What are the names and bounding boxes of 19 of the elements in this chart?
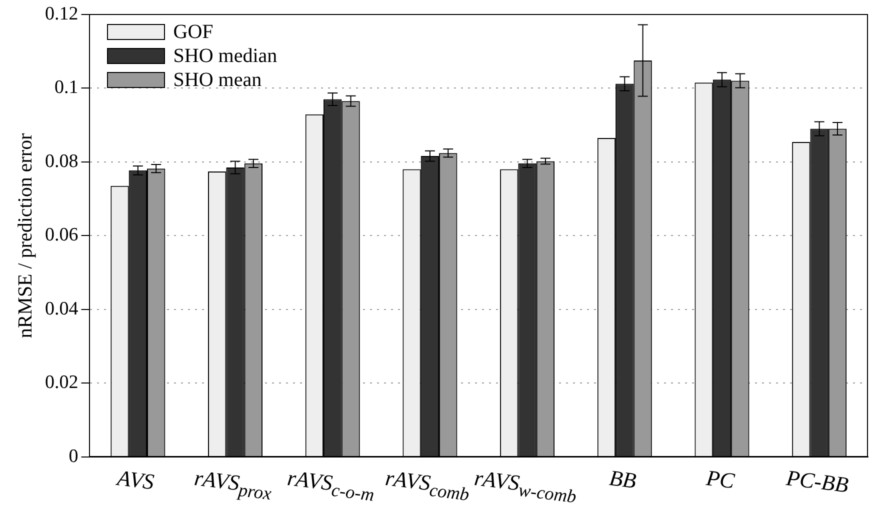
y-tick-label: 0.12 <box>45 3 78 24</box>
legend-label: GOF <box>173 20 214 44</box>
legend-label: SHO mean <box>173 68 262 92</box>
x-tick-label: rAVS$_{prox}$ <box>192 465 274 505</box>
x-tick-label: rAVS$_{w-comb}$ <box>472 465 578 508</box>
legend-label: SHO median <box>173 44 278 68</box>
y-tick-label: 0.08 <box>45 150 78 172</box>
y-axis-title: nRMSE / prediction error <box>14 132 36 338</box>
x-tick-label: rAVS$_{comb}$ <box>384 465 472 506</box>
y-tick-label: 0.02 <box>45 372 78 394</box>
x-tick-label: BB <box>608 465 638 494</box>
y-tick-label: 0 <box>68 446 78 467</box>
x-tick-label: PC <box>704 465 736 494</box>
x-tick-label: PC-BB <box>785 465 850 498</box>
y-tick-label: 0.06 <box>45 224 78 246</box>
y-tick-label: 0.1 <box>54 77 78 98</box>
x-tick-label: rAVS$_{c-o-m}$ <box>284 465 376 506</box>
x-tick-label: AVS <box>116 465 156 496</box>
y-tick-label: 0.04 <box>45 298 79 320</box>
